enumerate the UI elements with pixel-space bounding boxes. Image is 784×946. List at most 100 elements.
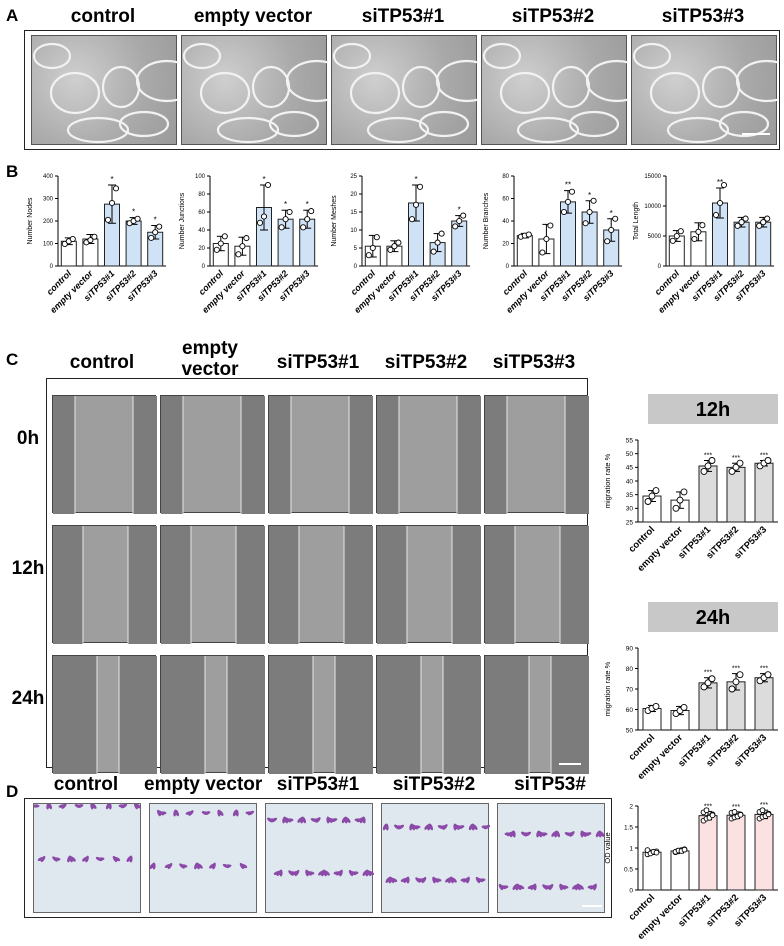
stained-cell xyxy=(382,823,388,831)
wound-gap-drawing xyxy=(377,526,481,644)
cell-layer-left xyxy=(269,396,291,514)
data-point xyxy=(104,216,112,223)
significance-marker: *** xyxy=(732,455,740,462)
y-tick-label: 1.5 xyxy=(624,824,633,831)
significance-marker: *** xyxy=(732,804,740,811)
stained-cell xyxy=(288,870,294,876)
stained-cells-drawing xyxy=(382,823,491,884)
data-point xyxy=(430,248,437,255)
y-tick-label: 0.5 xyxy=(624,866,633,873)
tube-loop xyxy=(366,116,430,144)
stained-cell xyxy=(587,885,595,889)
data-point xyxy=(373,234,380,241)
y-tick-label: 40 xyxy=(502,219,509,225)
panel-c-column-title: control xyxy=(69,352,135,373)
stained-cell xyxy=(512,884,518,890)
y-tick-label: 10000 xyxy=(644,204,661,210)
y-tick-label: 10 xyxy=(350,228,357,234)
cell-layer-right xyxy=(119,656,157,774)
y-tick-label: 35 xyxy=(626,492,634,499)
data-point xyxy=(700,683,708,691)
panel-d-column-title: control xyxy=(53,774,119,795)
stained-cell xyxy=(67,855,71,863)
cell-layer-left xyxy=(53,396,75,514)
cell-layer-left xyxy=(53,526,83,644)
y-axis-label: Number Junctions xyxy=(179,192,186,249)
y-tick-label: 15000 xyxy=(644,174,661,180)
y-tick-label: 20 xyxy=(350,192,357,198)
transwell-image xyxy=(149,803,257,913)
stained-cell xyxy=(564,832,572,836)
stained-cell xyxy=(527,885,535,889)
significance-marker: *** xyxy=(760,802,768,809)
tube-loop xyxy=(632,42,672,70)
y-tick-label: 100 xyxy=(195,174,206,180)
data-point xyxy=(677,228,684,235)
tube-loop xyxy=(118,110,170,138)
y-tick-label: 40 xyxy=(198,228,205,234)
panel-d-label: D xyxy=(6,782,19,801)
cell-layer-right xyxy=(457,396,481,514)
data-point xyxy=(235,251,242,258)
significance-marker: * xyxy=(588,191,591,200)
stained-cell xyxy=(52,856,58,862)
significance-marker: * xyxy=(154,216,157,225)
data-point xyxy=(282,216,289,223)
data-point xyxy=(452,223,459,230)
y-tick-label: 25 xyxy=(350,174,357,180)
significance-marker: *** xyxy=(732,666,740,673)
tube-loop xyxy=(268,110,320,138)
tube-loop xyxy=(666,116,730,144)
data-point xyxy=(680,488,688,496)
stained-cell xyxy=(453,823,457,831)
y-tick-label: 80 xyxy=(626,666,634,673)
data-point xyxy=(704,462,712,470)
data-point xyxy=(712,211,720,219)
data-point xyxy=(590,197,597,204)
stained-cell xyxy=(310,818,318,822)
wound-healing-image xyxy=(268,655,373,774)
data-point xyxy=(700,467,708,475)
bar xyxy=(726,466,746,523)
tube-loop xyxy=(135,59,199,103)
y-tick-label: 100 xyxy=(43,242,54,248)
data-point xyxy=(264,181,272,189)
data-point xyxy=(699,222,706,229)
significance-marker: * xyxy=(414,175,417,184)
significance-marker: ** xyxy=(717,178,723,187)
y-tick-label: 50 xyxy=(626,451,634,458)
y-axis-label: migration rate % xyxy=(603,661,612,716)
y-tick-label: 200 xyxy=(43,219,54,225)
bar xyxy=(698,815,718,891)
wound-gap-drawing xyxy=(53,526,157,644)
y-tick-label: 25 xyxy=(626,519,634,526)
y-tick-label: 55 xyxy=(626,437,634,444)
stained-cell xyxy=(521,831,527,837)
data-point xyxy=(148,234,155,241)
cell-layer-right xyxy=(452,526,481,644)
data-point xyxy=(434,239,441,246)
tube-loop xyxy=(332,42,372,70)
stained-cell xyxy=(282,816,286,824)
stained-cells-drawing xyxy=(267,816,375,877)
data-point xyxy=(681,846,688,853)
data-point xyxy=(765,811,772,818)
wound-gap-drawing xyxy=(485,396,589,514)
tube-formation-image xyxy=(181,35,349,145)
panel-c-label: C xyxy=(6,350,19,369)
bar xyxy=(755,221,772,267)
stained-cell xyxy=(468,823,474,831)
data-point xyxy=(308,208,315,215)
stained-cell xyxy=(179,863,185,869)
y-tick-label: 40 xyxy=(626,478,634,485)
data-point xyxy=(764,671,772,679)
stained-cell xyxy=(149,862,155,870)
panel-a-column-title: siTP53#2 xyxy=(511,6,595,27)
cell-layer-right xyxy=(227,656,265,774)
bar xyxy=(698,682,718,731)
wound-healing-image xyxy=(268,395,373,514)
cell-layer-right xyxy=(236,526,265,644)
tube-loop xyxy=(649,71,701,115)
stained-cell xyxy=(559,883,563,891)
stained-cell xyxy=(46,802,50,810)
